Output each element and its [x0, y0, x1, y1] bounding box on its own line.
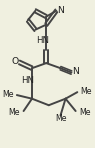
Text: O: O: [12, 57, 19, 66]
Text: Me: Me: [79, 108, 90, 117]
Text: N: N: [73, 67, 80, 76]
Text: Me: Me: [81, 87, 92, 96]
Text: HN: HN: [21, 76, 34, 85]
Text: Me: Me: [9, 108, 20, 117]
Text: Me: Me: [55, 114, 66, 123]
Text: N: N: [57, 6, 64, 15]
Text: Me: Me: [2, 90, 13, 99]
Text: HN: HN: [36, 36, 49, 45]
